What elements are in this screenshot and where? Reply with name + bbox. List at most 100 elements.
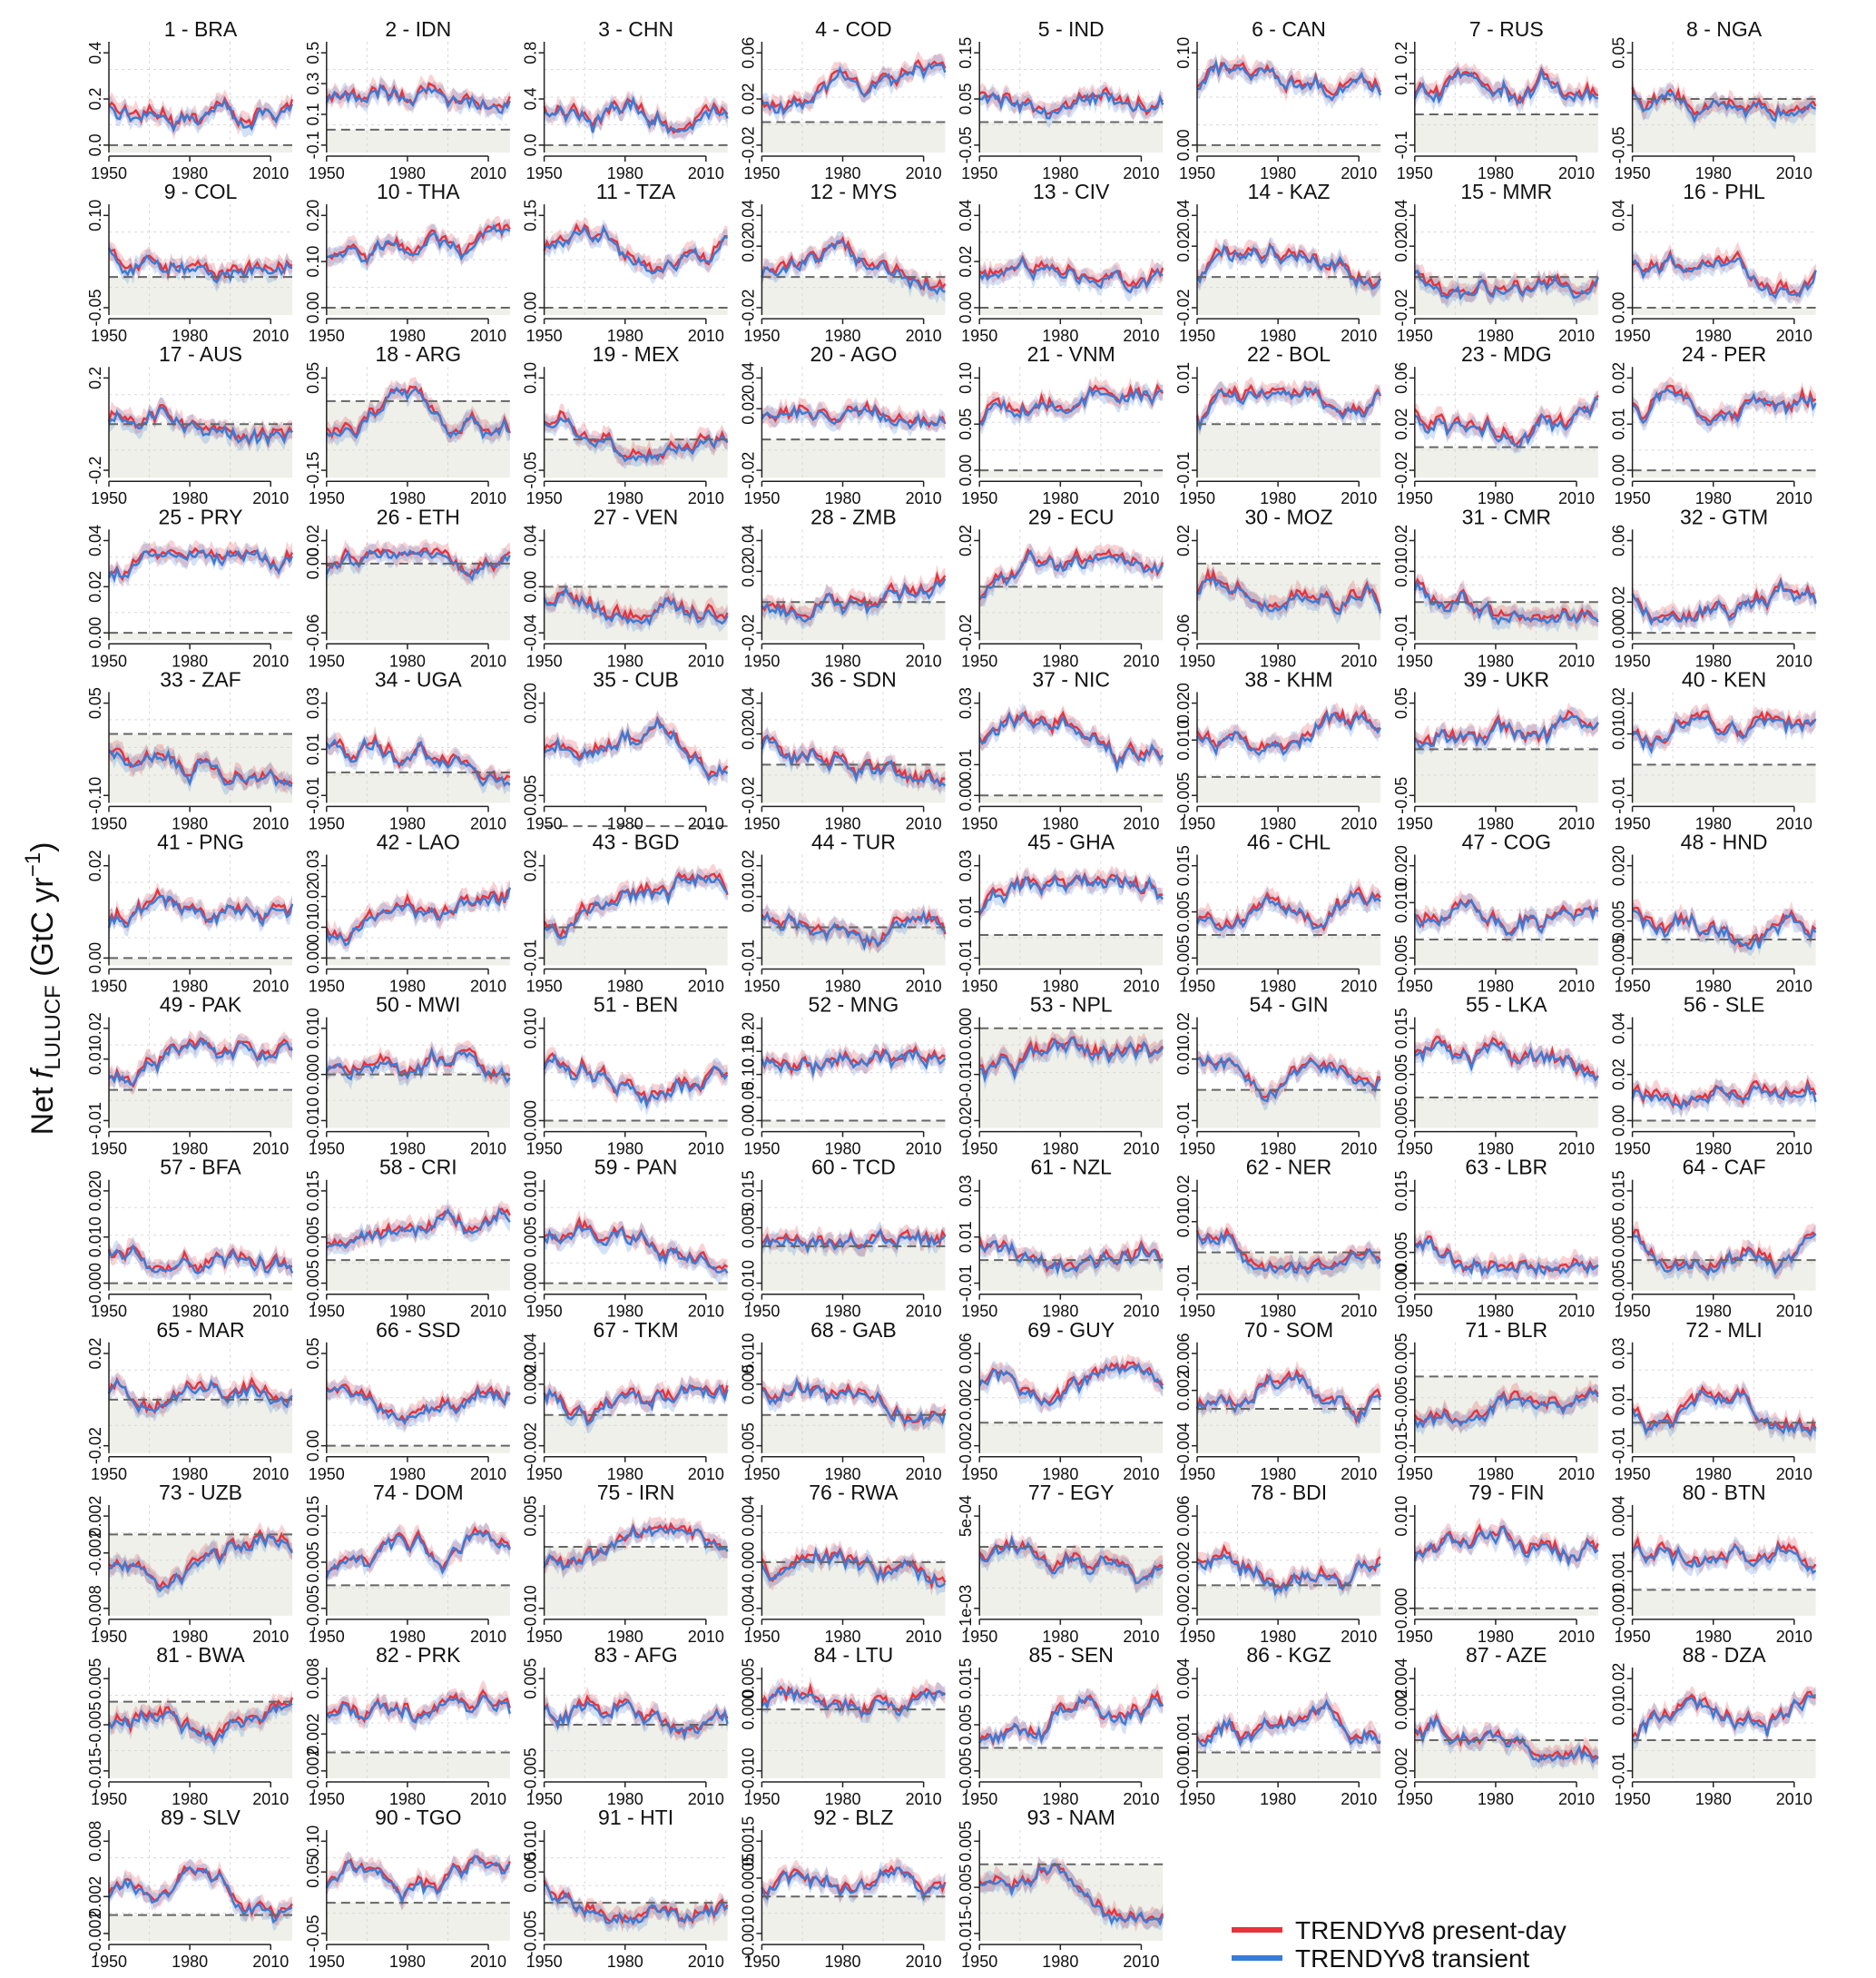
- x-tick-label: 1950: [526, 164, 563, 182]
- y-tick-label: 0.15: [957, 37, 975, 69]
- panel-title: 4 - COD: [815, 17, 891, 41]
- x-tick-label: 2010: [252, 327, 289, 345]
- y-tick-label: 0.004: [1174, 1658, 1193, 1699]
- x-tick-label: 2010: [470, 1953, 506, 1971]
- x-tick-label: 2010: [1341, 1790, 1377, 1808]
- y-tick-label: 0.008: [86, 1821, 104, 1862]
- uncertainty-band: [1632, 572, 1816, 632]
- uncertainty-band: [761, 1859, 946, 1908]
- y-tick-label: 0.000: [522, 1263, 540, 1304]
- panel-title: 55 - LKA: [1466, 993, 1547, 1017]
- y-tick-label: 0.006: [1174, 1333, 1193, 1373]
- panel-title: 61 - NZL: [1030, 1156, 1112, 1179]
- y-tick-label: -0.01: [304, 777, 322, 814]
- x-tick-label: 1980: [824, 1628, 860, 1646]
- series-transient-line: [325, 1854, 511, 1906]
- x-tick-label: 1950: [1615, 164, 1651, 182]
- series-transient-line: [978, 385, 1164, 427]
- x-tick-label: 2010: [470, 1628, 506, 1646]
- uncertainty-band: [544, 710, 728, 787]
- x-tick-label: 1980: [1478, 978, 1514, 996]
- panel-title: 44 - TUR: [811, 831, 896, 854]
- panel: 37 - NIC 0.000.01 0.03 1950 1980 2010: [957, 667, 1164, 832]
- y-tick-label: 0.02: [1392, 525, 1410, 556]
- panel-title: 51 - BEN: [594, 993, 678, 1017]
- y-tick-label: 0.005: [739, 1363, 757, 1404]
- y-tick-label: 0.00: [1174, 129, 1193, 161]
- x-tick-label: 2010: [1776, 164, 1812, 182]
- uncertainty-band: [544, 217, 728, 281]
- series-present-day-line: [761, 1547, 947, 1589]
- series-transient-line: [1631, 252, 1817, 300]
- y-tick-label: 0.015: [739, 1170, 757, 1211]
- panel: 61 - NZL -0.01 0.01 0.03 1950 1980 2010: [957, 1156, 1164, 1321]
- panel-title: 37 - NIC: [1032, 667, 1110, 691]
- x-tick-label: 1950: [309, 814, 345, 832]
- x-tick-label: 2010: [688, 1790, 724, 1808]
- x-tick-label: 2010: [1123, 1628, 1159, 1646]
- x-tick-label: 1980: [172, 1953, 208, 1971]
- negative-region: [761, 1561, 946, 1616]
- series-transient-line: [1413, 579, 1599, 626]
- uncertainty-band: [1197, 1226, 1380, 1284]
- x-tick-label: 1980: [607, 978, 643, 996]
- y-tick-label: 0.010: [522, 1170, 540, 1211]
- negative-region: [326, 1260, 510, 1291]
- y-tick-label: 0.02: [1174, 525, 1193, 556]
- uncertainty-band: [1197, 704, 1380, 764]
- uncertainty-band: [109, 93, 292, 138]
- x-tick-label: 1950: [526, 1628, 563, 1646]
- series-transient-line: [1196, 1230, 1381, 1275]
- uncertainty-band: [979, 379, 1164, 435]
- panel-title: 17 - AUS: [159, 342, 242, 366]
- uncertainty-band: [544, 868, 728, 948]
- y-tick-label: 0.04: [1392, 200, 1410, 231]
- panel: 22 - BOL -0.01 0.01 1950 1980 2010: [1174, 342, 1382, 507]
- y-tick-label: 0.00: [304, 291, 322, 323]
- x-tick-label: 2010: [1123, 489, 1159, 507]
- panel: 59 - PAN 0.000 0.005 0.010 1950 1980 2010: [522, 1156, 729, 1321]
- uncertainty-band: [109, 1235, 292, 1282]
- series-transient-line: [1413, 66, 1599, 104]
- y-tick-label: 0.005: [1610, 900, 1628, 941]
- x-tick-label: 1950: [743, 652, 780, 670]
- panel-title: 38 - KHM: [1244, 667, 1332, 691]
- y-tick-label: 0.04: [1174, 200, 1193, 231]
- y-tick-label: 0.005: [1392, 1333, 1410, 1373]
- x-tick-label: 1980: [1260, 1628, 1296, 1646]
- x-tick-label: 1950: [1179, 814, 1215, 832]
- x-tick-label: 1980: [1695, 327, 1732, 345]
- x-tick-label: 1950: [743, 1465, 780, 1483]
- panel-title: 67 - TKM: [594, 1318, 679, 1342]
- x-tick-label: 1980: [607, 814, 643, 832]
- panel-title: 68 - GAB: [810, 1318, 897, 1342]
- panel: 83 - AFG -0.005 0.005 1950 1980 2010: [522, 1643, 729, 1808]
- uncertainty-band: [979, 1227, 1164, 1280]
- y-tick-label: 0.002: [1392, 1689, 1410, 1730]
- uncertainty-band: [1414, 1708, 1598, 1770]
- uncertainty-band: [1197, 882, 1380, 940]
- panel-title: 36 - SDN: [810, 667, 897, 691]
- x-tick-label: 1980: [172, 814, 208, 832]
- uncertainty-band: [544, 583, 728, 630]
- x-tick-label: 1950: [961, 1953, 997, 1971]
- x-tick-label: 1950: [961, 1628, 997, 1646]
- uncertainty-band: [979, 1028, 1164, 1079]
- panel: 2 - IDN -0.1 0.1 0.3 0.5 1950 1980 2010: [304, 17, 511, 182]
- y-tick-label: 0.020: [522, 683, 540, 723]
- x-tick-label: 2010: [1558, 164, 1595, 182]
- y-tick-label: -0.001: [1610, 1585, 1628, 1631]
- y-tick-label: 0.00: [1610, 617, 1628, 649]
- negative-region: [1414, 1283, 1598, 1291]
- x-tick-label: 1980: [389, 814, 426, 832]
- uncertainty-band: [761, 727, 946, 793]
- y-tick-label: 0.02: [1174, 1175, 1193, 1206]
- y-tick-label: 0.10: [957, 362, 975, 394]
- series-transient-line: [978, 255, 1164, 294]
- x-tick-label: 1980: [1260, 1303, 1296, 1321]
- panel: 43 - BGD -0.01 0.02 1950 1980 2010: [522, 831, 729, 996]
- y-tick-label: 0.02: [304, 881, 322, 912]
- x-tick-label: 2010: [1123, 1303, 1159, 1321]
